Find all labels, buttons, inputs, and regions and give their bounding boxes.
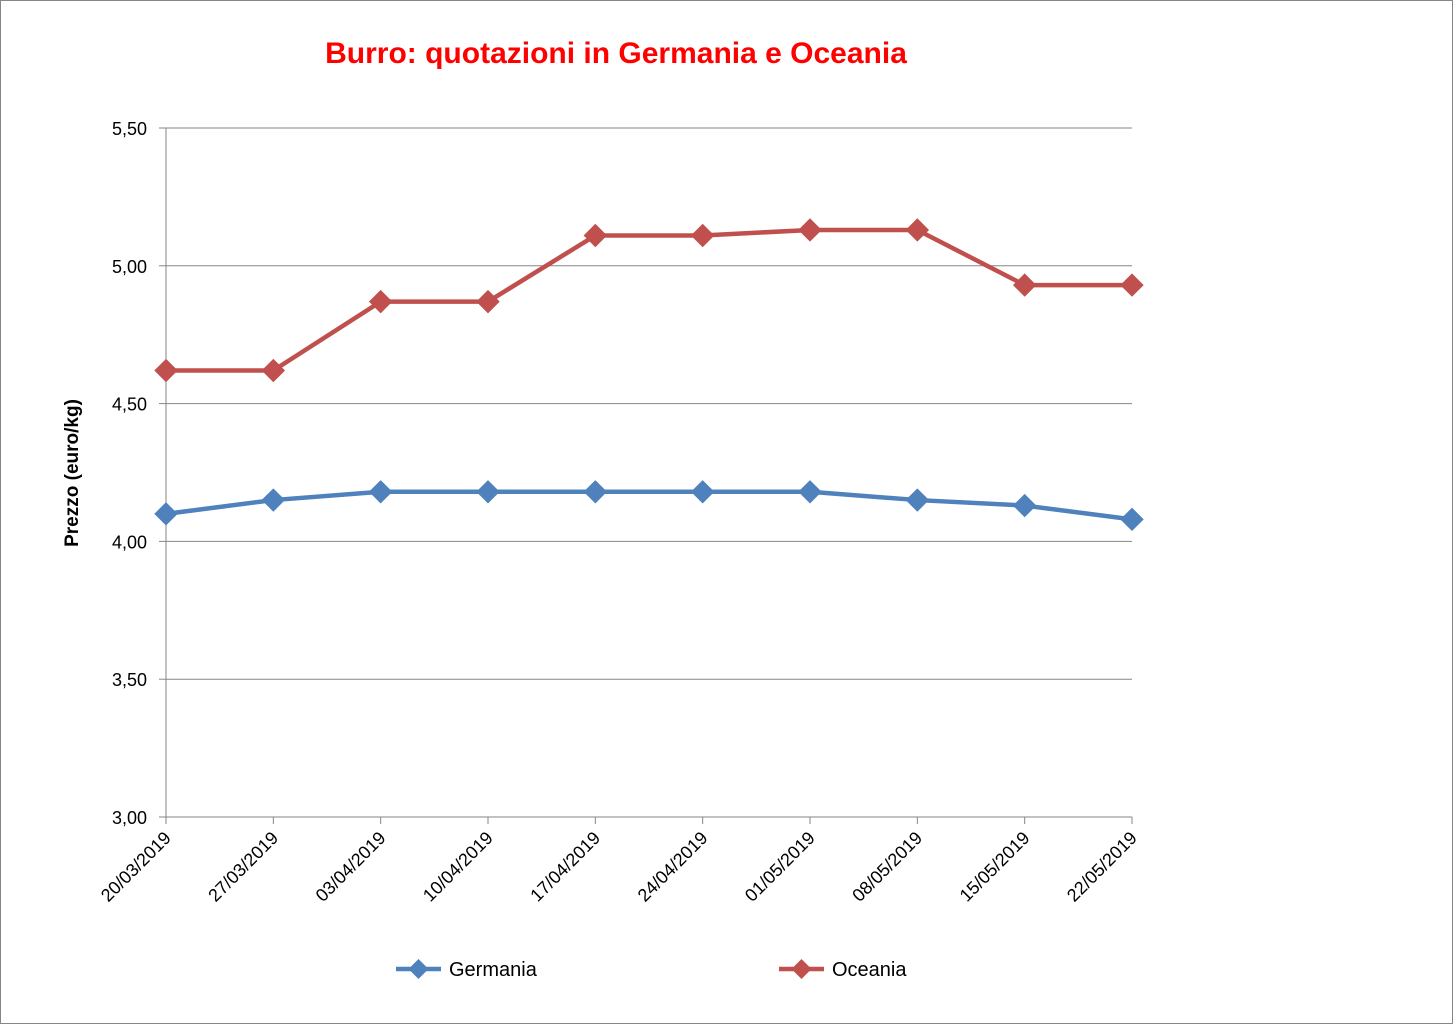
data-point-germania-5 <box>690 480 715 504</box>
y-tick-label-1: 3,50 <box>112 670 147 690</box>
data-point-oceania-0 <box>154 358 178 383</box>
series-line-oceania <box>166 227 1132 373</box>
data-point-germania-9 <box>1120 507 1144 532</box>
data-point-germania-1 <box>261 488 286 512</box>
x-tick-label-9: 22/05/2019 <box>1063 828 1141 906</box>
chart-title: Burro: quotazioni in Germania e Oceania <box>325 37 907 70</box>
data-point-oceania-6 <box>798 218 822 242</box>
legend-label-oceania: Oceania <box>832 959 907 981</box>
data-point-germania-0 <box>154 502 178 526</box>
x-tick-labels: 20/03/2019 27/03/2019 03/04/2019 10/04/2019… <box>97 828 1141 906</box>
x-tick-label-6: 01/05/2019 <box>741 828 819 906</box>
legend: Germania Oceania <box>396 959 907 981</box>
gridlines <box>159 127 1132 818</box>
data-point-oceania-7 <box>905 218 930 242</box>
data-point-germania-3 <box>476 480 500 504</box>
y-tick-label-3: 4,50 <box>112 395 147 415</box>
legend-label-germania: Germania <box>449 959 538 981</box>
data-point-oceania-1 <box>261 358 286 383</box>
x-tick-label-7: 08/05/2019 <box>848 828 926 906</box>
y-tick-labels: 3,00 3,50 4,00 4,50 5,00 5,50 <box>112 119 147 828</box>
x-tick-label-8: 15/05/2019 <box>956 828 1034 906</box>
y-tick-label-4: 5,00 <box>112 257 147 277</box>
series-line-germania <box>165 489 1133 522</box>
data-point-oceania-8 <box>1012 273 1037 297</box>
data-point-oceania-3 <box>476 289 500 314</box>
series-lines <box>154 218 1144 532</box>
data-point-germania-2 <box>368 480 393 504</box>
data-point-germania-7 <box>905 488 930 512</box>
legend-marker-oceania <box>791 959 812 979</box>
x-tick-label-5: 24/04/2019 <box>634 828 712 906</box>
x-tick-label-1: 27/03/2019 <box>204 828 282 906</box>
data-point-oceania-2 <box>368 289 393 314</box>
y-tick-label-2: 4,00 <box>112 532 147 552</box>
y-axis-label: Prezzo (euro/kg) <box>62 399 83 547</box>
data-point-oceania-5 <box>690 223 715 248</box>
x-tick-label-0: 20/03/2019 <box>97 828 175 906</box>
data-point-germania-4 <box>583 480 608 504</box>
data-point-germania-8 <box>1012 493 1037 518</box>
axes <box>165 128 1133 824</box>
y-tick-label-5: 5,50 <box>112 119 147 139</box>
y-tick-label-0: 3,00 <box>112 808 147 828</box>
data-point-germania-6 <box>798 480 822 504</box>
x-tick-label-4: 17/04/2019 <box>526 828 604 906</box>
data-point-oceania-9 <box>1120 273 1144 297</box>
x-tick-label-3: 10/04/2019 <box>419 828 497 906</box>
legend-marker-germania <box>408 959 429 979</box>
x-tick-label-2: 03/04/2019 <box>312 828 390 906</box>
data-point-oceania-4 <box>583 223 608 248</box>
